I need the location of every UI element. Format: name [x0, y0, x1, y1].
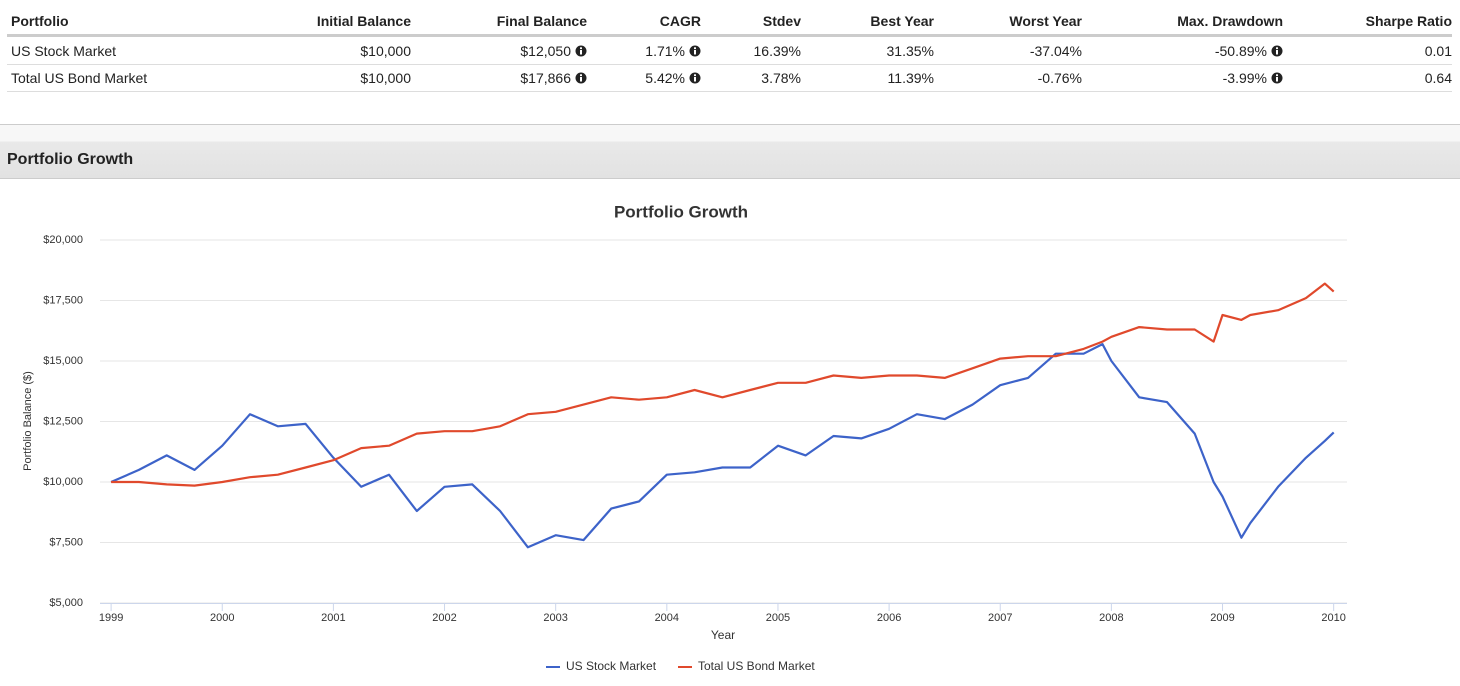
y-tick-label: $17,500 [43, 294, 83, 306]
table-cell: $12,050 [520, 43, 571, 59]
table-cell: Total US Bond Market [11, 70, 148, 86]
table-cell: 3.78% [761, 70, 801, 86]
y-tick-label: $7,500 [49, 536, 83, 548]
table-cell: 31.35% [886, 43, 934, 59]
info-icon[interactable] [575, 72, 587, 84]
chart: Portfolio Growth Year Portfolio Balance … [22, 202, 1347, 673]
table-cell: 0.64 [1424, 70, 1452, 86]
x-tick-label: 1999 [99, 612, 123, 624]
column-header: Initial Balance [316, 13, 411, 29]
column-header: Max. Drawdown [1177, 13, 1283, 29]
table-cell: 0.01 [1424, 43, 1452, 59]
table-cell: 1.71% [645, 43, 685, 59]
column-header: CAGR [659, 13, 701, 29]
y-tick-label: $20,000 [43, 234, 83, 246]
x-tick-label: 2006 [877, 612, 901, 624]
x-tick-label: 2008 [1099, 612, 1123, 624]
column-header: Worst Year [1009, 13, 1082, 29]
y-tick-label: $15,000 [43, 355, 83, 367]
x-tick-label: 2001 [321, 612, 345, 624]
x-tick-label: 2002 [432, 612, 456, 624]
series-line [110, 343, 1335, 549]
x-tick-label: 2007 [988, 612, 1012, 624]
column-header: Sharpe Ratio [1365, 13, 1452, 29]
x-tick-label: 2004 [655, 612, 679, 624]
table-cell: -0.76% [1037, 70, 1082, 86]
y-tick-label: $12,500 [43, 415, 83, 427]
table-cell: $10,000 [360, 70, 411, 86]
y-tick-label: $10,000 [43, 476, 83, 488]
section-header: Portfolio Growth [0, 124, 1460, 179]
info-icon[interactable] [689, 45, 701, 57]
table-cell: -37.04% [1029, 43, 1082, 59]
header-divider [7, 34, 1452, 37]
column-header: Final Balance [496, 13, 587, 29]
series-line [111, 282, 1335, 487]
column-header: Portfolio [11, 13, 69, 29]
table-cell: $17,866 [520, 70, 571, 86]
table-cell: -3.99% [1222, 70, 1267, 86]
legend-label: Total US Bond Market [698, 659, 815, 673]
info-icon[interactable] [1271, 72, 1283, 84]
y-axis-label: Portfolio Balance ($) [22, 371, 34, 471]
x-axis-label: Year [711, 628, 735, 642]
x-tick-label: 2000 [210, 612, 234, 624]
info-icon[interactable] [575, 45, 587, 57]
table-cell: 11.39% [887, 70, 934, 86]
x-tick-label: 2005 [766, 612, 790, 624]
x-tick-label: 2010 [1321, 612, 1345, 624]
chart-title: Portfolio Growth [614, 202, 748, 221]
x-tick-label: 2009 [1210, 612, 1234, 624]
table-cell: 16.39% [753, 43, 801, 59]
info-icon[interactable] [689, 72, 701, 84]
y-tick-label: $5,000 [49, 597, 83, 609]
row-divider [7, 91, 1452, 92]
legend-label: US Stock Market [566, 659, 657, 673]
row-divider [7, 64, 1452, 65]
table-cell: -50.89% [1214, 43, 1267, 59]
info-icon[interactable] [1271, 45, 1283, 57]
x-tick-label: 2003 [543, 612, 567, 624]
table-cell: $10,000 [360, 43, 411, 59]
column-header: Best Year [870, 13, 934, 29]
table-cell: 5.42% [645, 70, 685, 86]
section-title: Portfolio Growth [7, 151, 134, 168]
table-cell: US Stock Market [11, 43, 117, 59]
column-header: Stdev [762, 13, 801, 29]
